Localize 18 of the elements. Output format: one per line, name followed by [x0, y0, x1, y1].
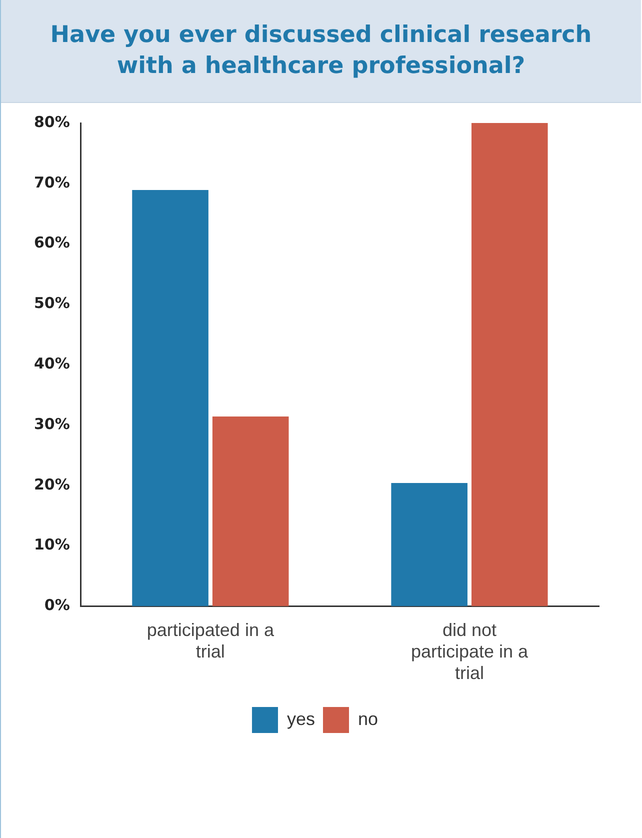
- y-tick-label: 0%: [44, 596, 70, 614]
- x-tick-label: did not participate in a trial: [410, 620, 529, 684]
- bar: [391, 482, 468, 606]
- y-tick-label: 10%: [34, 536, 70, 554]
- y-tick-label: 60%: [34, 234, 70, 252]
- y-tick-label: 40%: [34, 354, 70, 372]
- y-tick-label: 80%: [34, 112, 70, 131]
- bar: [132, 190, 208, 606]
- y-tick-label: 50%: [34, 294, 70, 312]
- x-tick-label: participated in a trial: [146, 620, 275, 662]
- chart-title: Have you ever discussed clinical research with a healthcare professional?: [49, 21, 593, 81]
- legend-label: yes: [286, 708, 315, 729]
- y-tick-label: 20%: [34, 475, 70, 494]
- y-tick-label: 70%: [34, 173, 70, 192]
- legend-label: no: [358, 708, 378, 729]
- bar: [212, 416, 289, 606]
- bar: [471, 123, 548, 606]
- y-tick-label: 30%: [34, 414, 70, 433]
